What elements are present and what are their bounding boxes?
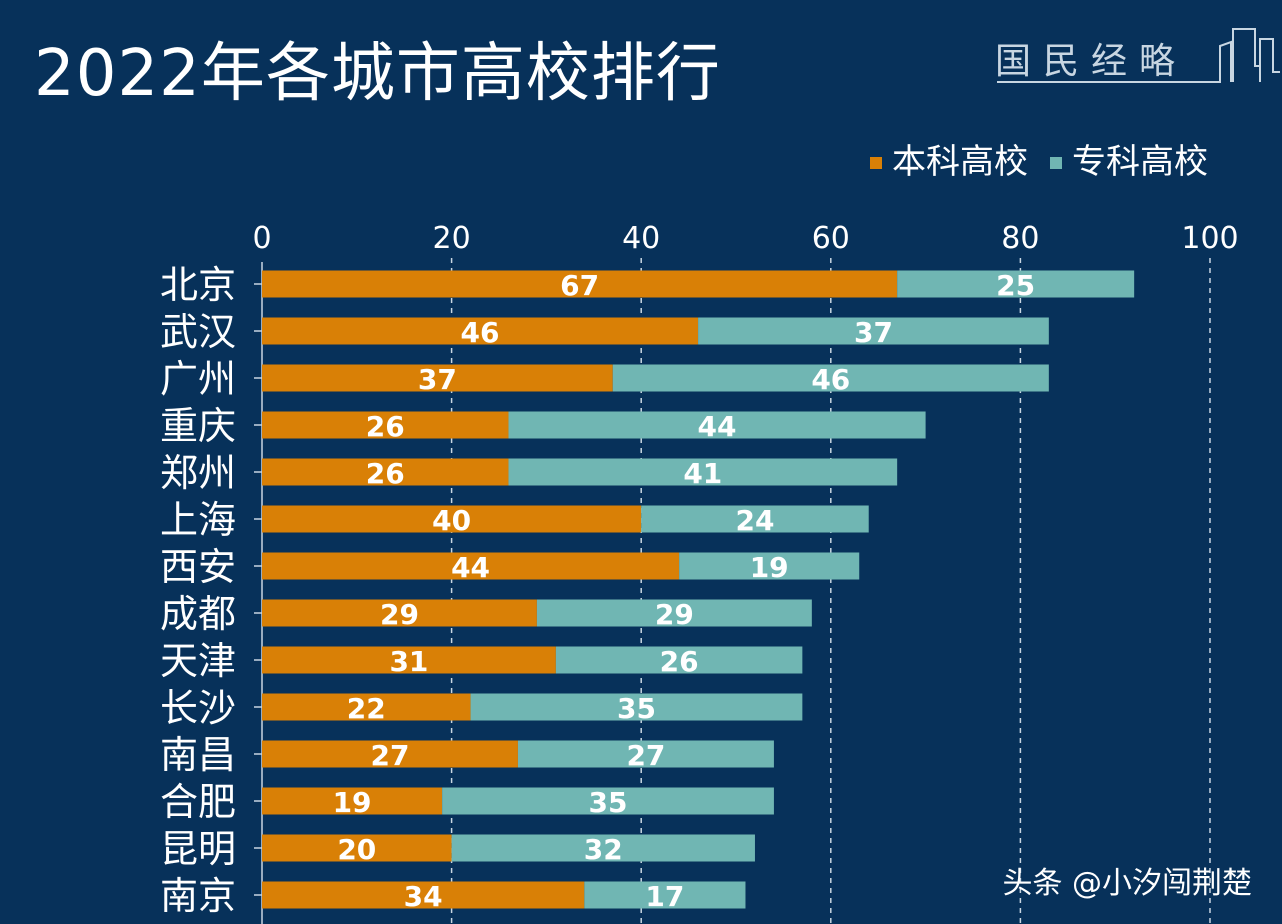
data-label: 27 (626, 739, 665, 772)
bar-vocational (536, 599, 812, 627)
data-label: 25 (996, 269, 1035, 302)
data-label: 20 (337, 833, 376, 866)
x-tick-label: 60 (812, 221, 850, 256)
bar-undergrad (262, 834, 452, 862)
data-label: 29 (380, 598, 419, 631)
data-label: 22 (347, 692, 386, 725)
y-tick-label: 上海 (160, 498, 236, 542)
y-tick-label: 郑州 (160, 451, 236, 495)
data-label: 41 (683, 457, 722, 490)
bar-undergrad (262, 364, 613, 392)
data-label: 32 (584, 833, 623, 866)
bar-vocational (555, 646, 803, 674)
legend-swatch (870, 156, 882, 169)
data-label: 35 (617, 692, 656, 725)
bar-vocational (508, 458, 898, 486)
data-label: 24 (735, 504, 774, 537)
bar-vocational (517, 740, 774, 768)
x-tick-label: 20 (433, 221, 471, 256)
x-tick-label: 0 (252, 221, 271, 256)
legend-label: 本科高校 (892, 142, 1028, 182)
bar-undergrad (262, 552, 680, 580)
logo: 国民经略 (995, 26, 1280, 90)
bar-undergrad (262, 317, 699, 345)
data-label: 19 (750, 551, 789, 584)
data-label: 46 (811, 363, 850, 396)
bar-vocational (897, 270, 1135, 298)
data-label: 46 (461, 316, 500, 349)
bar-undergrad (262, 787, 443, 815)
y-tick-label: 天津 (160, 639, 236, 683)
y-tick-label: 合肥 (160, 780, 236, 824)
legend: 本科高校 专科高校 (870, 134, 1208, 183)
legend-label: 专科高校 (1072, 142, 1208, 182)
data-label: 29 (655, 598, 694, 631)
x-tick-label: 40 (622, 221, 660, 256)
bar-undergrad (262, 599, 537, 627)
y-tick-label: 西安 (160, 545, 236, 589)
bar-vocational (442, 787, 774, 815)
building-skyline-icon (997, 28, 1280, 83)
data-label: 31 (389, 645, 428, 678)
y-tick-label: 长沙 (160, 686, 236, 730)
bar-undergrad (262, 458, 509, 486)
chart-title: 2022年各城市高校排行 (34, 37, 721, 111)
data-label: 37 (418, 363, 457, 396)
legend-item-undergrad: 本科高校 (870, 134, 1028, 183)
data-label: 44 (451, 551, 490, 584)
data-label: 17 (645, 880, 684, 913)
data-label: 35 (589, 786, 628, 819)
bar-undergrad (262, 270, 898, 298)
y-tick-label: 成都 (160, 592, 236, 636)
legend-swatch (1050, 156, 1062, 169)
y-tick-label: 重庆 (160, 404, 236, 448)
data-label: 67 (560, 269, 599, 302)
y-tick-label: 武汉 (160, 310, 236, 354)
data-label: 34 (404, 880, 443, 913)
y-tick-label: 广州 (160, 357, 236, 401)
y-tick-label: 南昌 (160, 733, 236, 777)
bar-vocational (641, 505, 869, 533)
data-label: 26 (660, 645, 699, 678)
bar-vocational (612, 364, 1049, 392)
bar-undergrad (262, 693, 471, 721)
bar-vocational (508, 411, 926, 439)
bar-undergrad (262, 881, 585, 909)
y-tick-label: 昆明 (160, 827, 236, 871)
bar-undergrad (262, 646, 556, 674)
bar-vocational (584, 881, 746, 909)
data-label: 37 (854, 316, 893, 349)
x-tick-label: 100 (1181, 221, 1238, 256)
bar-undergrad (262, 411, 509, 439)
data-label: 40 (432, 504, 471, 537)
data-label: 26 (366, 457, 405, 490)
footer-watermark: 头条 @小汐闯荆楚 (1002, 866, 1252, 901)
bar-vocational (698, 317, 1049, 345)
data-label: 27 (370, 739, 409, 772)
data-label: 19 (333, 786, 372, 819)
bar-vocational (470, 693, 803, 721)
logo-text: 国民经略 (995, 41, 1188, 82)
data-label: 26 (366, 410, 405, 443)
data-label: 44 (698, 410, 737, 443)
x-tick-label: 80 (1001, 221, 1039, 256)
legend-item-vocational: 专科高校 (1050, 134, 1208, 183)
y-tick-label: 北京 (160, 263, 236, 307)
y-tick-label: 南京 (160, 874, 236, 918)
bar-undergrad (262, 505, 642, 533)
bar-vocational (451, 834, 755, 862)
bar-vocational (679, 552, 860, 580)
bar-undergrad (262, 740, 518, 768)
